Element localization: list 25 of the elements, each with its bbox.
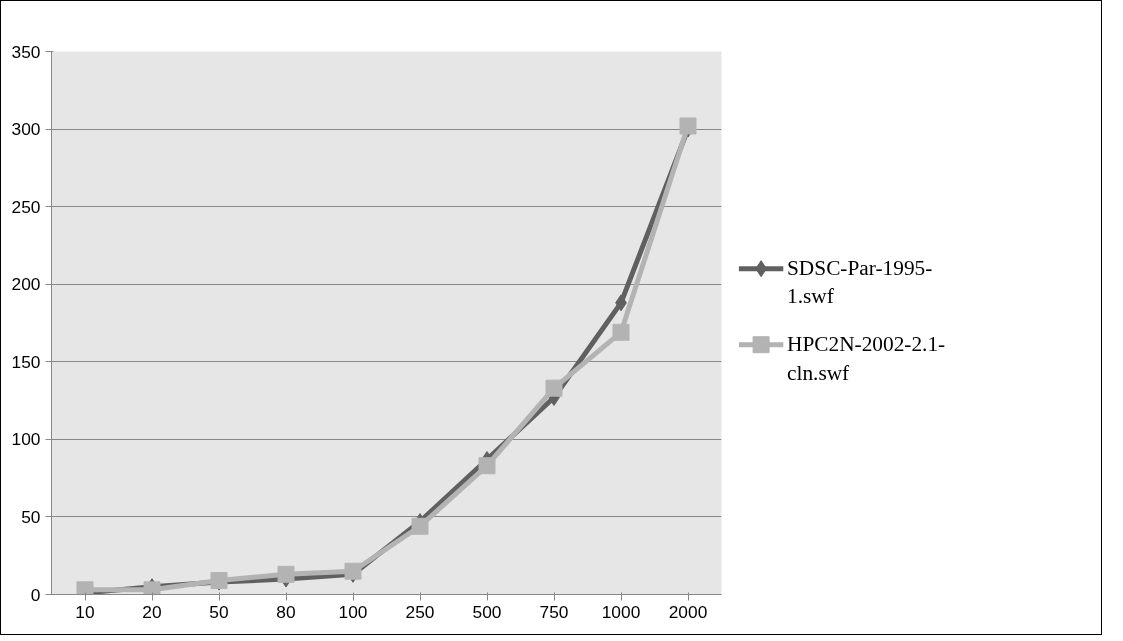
x-tick-label: 500 [472,601,502,622]
x-tick-label: 10 [75,601,95,622]
y-tick-label: 50 [21,506,41,527]
point [612,323,630,341]
y-tick-label: 300 [11,119,41,140]
legend-label: HPC2N-2002-2.1-cln.swf [787,331,946,385]
x-tick-label: 750 [539,601,569,622]
x-tick-label: 20 [142,601,162,622]
y-tick-label: 0 [30,584,41,605]
x-tick-label: 2000 [668,601,708,622]
legend-label: SDSC-Par-1995-1.swf [787,255,933,309]
x-tick-label: 100 [338,601,368,622]
x-tick-label: 250 [405,601,435,622]
y-tick-label: 250 [11,196,41,217]
point [478,457,496,475]
point [411,517,429,535]
x-tick-label: 50 [209,601,229,622]
point [277,565,295,583]
x-tick-label: 80 [276,601,296,622]
point [545,379,563,397]
x-tick-label: 1000 [601,601,641,622]
y-tick-label: 100 [11,429,41,450]
y-tick-label: 150 [11,351,41,372]
y-tick-label: 350 [11,41,41,62]
y-tick-label: 200 [11,274,41,295]
